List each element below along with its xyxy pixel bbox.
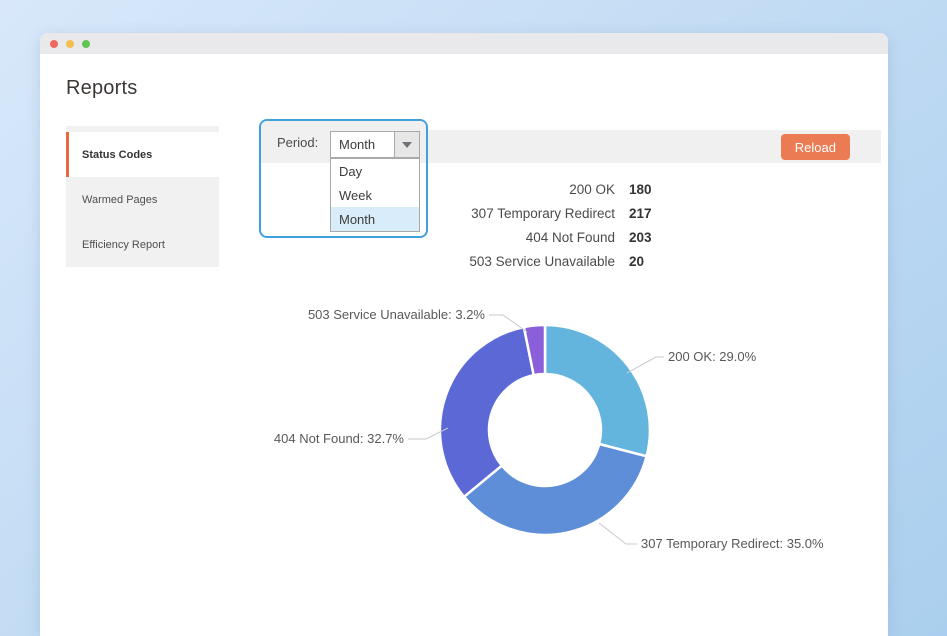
window-maximize-icon[interactable] — [82, 39, 90, 48]
stats-value: 203 — [629, 229, 652, 245]
status-codes-donut: 200 OK: 29.0% 307 Temporary Redirect: 35.… — [274, 307, 824, 551]
stats-row: 404 Not Found 203 — [380, 225, 652, 249]
period-control-focus-ring: Period: Month Day Week Month — [259, 119, 428, 238]
sidebar-item-label: Status Codes — [82, 148, 153, 161]
window-close-icon[interactable] — [50, 39, 58, 48]
sidebar-item-status-codes[interactable]: Status Codes — [66, 132, 219, 177]
stats-row: 307 Temporary Redirect 217 — [380, 201, 652, 225]
donut-leader-line — [408, 427, 449, 440]
stats-row: 200 OK 180 — [380, 177, 652, 201]
donut-slice-404-not-found[interactable] — [438, 325, 536, 499]
period-select-value: Month — [339, 137, 376, 152]
donut-leader-line — [489, 314, 528, 333]
reload-button[interactable]: Reload — [780, 134, 850, 160]
period-option-day[interactable]: Day — [339, 163, 363, 179]
sidebar: Status Codes Warmed Pages Efficiency Rep… — [66, 126, 219, 267]
sidebar-item-label: Efficiency Report — [82, 238, 165, 251]
sidebar-item-warmed-pages[interactable]: Warmed Pages — [66, 177, 219, 222]
status-code-stats: 200 OK 180 307 Temporary Redirect 217 40… — [380, 177, 652, 273]
sidebar-item-label: Warmed Pages — [82, 193, 158, 206]
period-dropdown-list: Day Week Month — [330, 158, 420, 232]
period-option-month[interactable]: Month — [331, 207, 419, 231]
stats-row: 503 Service Unavailable 20 — [380, 249, 652, 273]
sidebar-item-efficiency-report[interactable]: Efficiency Report — [66, 222, 219, 267]
stats-label: 307 Temporary Redirect — [471, 205, 615, 221]
donut-slice-200-ok[interactable] — [543, 323, 652, 458]
window-minimize-icon[interactable] — [66, 39, 74, 48]
app-window: Reports Status Codes Warmed Pages Effici… — [40, 33, 888, 636]
donut-slice-label: 404 Not Found: 32.7% — [274, 431, 405, 446]
period-option-week[interactable]: Week — [339, 187, 372, 203]
stats-label: 404 Not Found — [525, 229, 615, 245]
stats-value: 217 — [629, 205, 652, 221]
donut-leader-line — [626, 356, 664, 374]
donut-slice-label: 307 Temporary Redirect: 35.0% — [641, 536, 824, 551]
chevron-down-icon — [402, 141, 412, 148]
stats-label: 503 Service Unavailable — [469, 253, 615, 269]
stats-value: 20 — [629, 253, 645, 269]
page-title: Reports — [66, 77, 138, 99]
period-select[interactable]: Month — [330, 131, 420, 158]
donut-slice-307-temporary-redirect[interactable] — [462, 442, 649, 537]
donut-slice-label: 503 Service Unavailable: 3.2% — [308, 307, 485, 322]
period-select-arrow-button[interactable] — [394, 132, 419, 157]
donut-slice-503-service-unavailable[interactable] — [522, 323, 547, 377]
stats-label: 200 OK — [569, 181, 615, 197]
stats-value: 180 — [629, 181, 652, 197]
donut-leader-line — [598, 522, 637, 545]
donut-slice-label: 200 OK: 29.0% — [668, 349, 757, 364]
status-codes-chart-area: 200 OK: 29.0% 307 Temporary Redirect: 35.… — [230, 295, 880, 575]
period-label: Period: — [277, 134, 319, 150]
window-title-bar — [40, 33, 888, 54]
